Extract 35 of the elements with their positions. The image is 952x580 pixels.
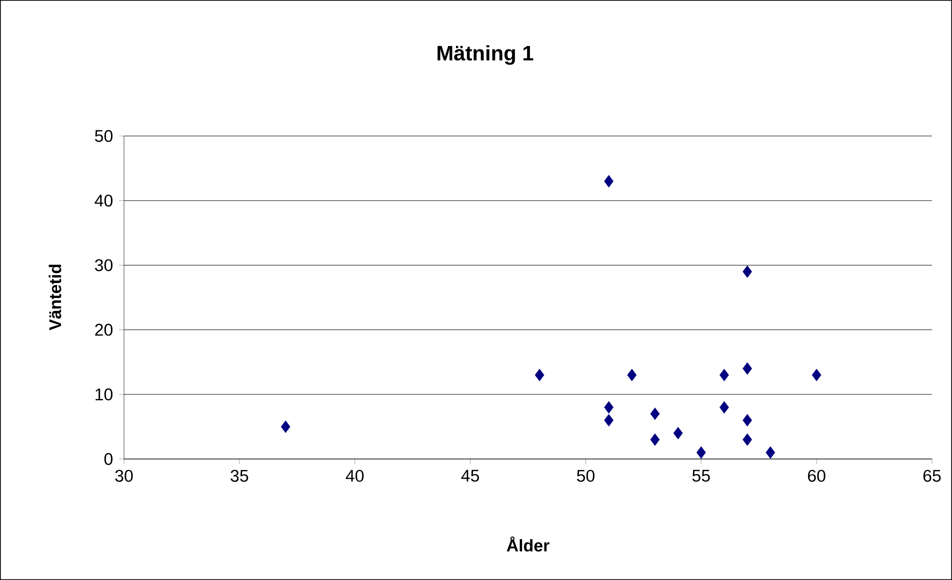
point [673,426,683,440]
point [650,408,660,420]
x-tick-label: 45 [461,470,479,482]
point [696,446,706,459]
y-tick-label: 40 [94,194,112,207]
chart-title: Mätning 1 [438,45,534,65]
x-tick-label: 50 [576,470,594,482]
y-tick-label: 20 [95,324,112,336]
point [812,368,822,382]
x-tick-label: 40 [346,470,364,482]
x-tick-label: 30 [115,470,133,482]
point [742,265,752,278]
point [280,420,290,433]
point [534,368,544,382]
y-tick-label: 10 [96,388,112,400]
x-axis-title: Ålder [506,536,550,552]
x-tick-label: 35 [230,470,248,482]
y-tick-label: 0 [104,453,113,465]
point [742,414,752,426]
point [720,368,729,382]
y-tick-label: 50 [94,130,112,142]
point [604,175,614,188]
point [742,362,752,375]
point [720,401,729,414]
point [650,433,660,446]
x-tick-label: 60 [808,470,826,482]
x-tick-label: 55 [692,470,710,482]
point [742,433,752,446]
y-axis-title: Väntetid [48,264,62,330]
x-tick-label: 65 [923,470,941,482]
point [627,368,637,382]
point [766,446,776,459]
y-tick-label: 30 [94,259,112,272]
point [604,401,614,414]
point [604,414,614,426]
